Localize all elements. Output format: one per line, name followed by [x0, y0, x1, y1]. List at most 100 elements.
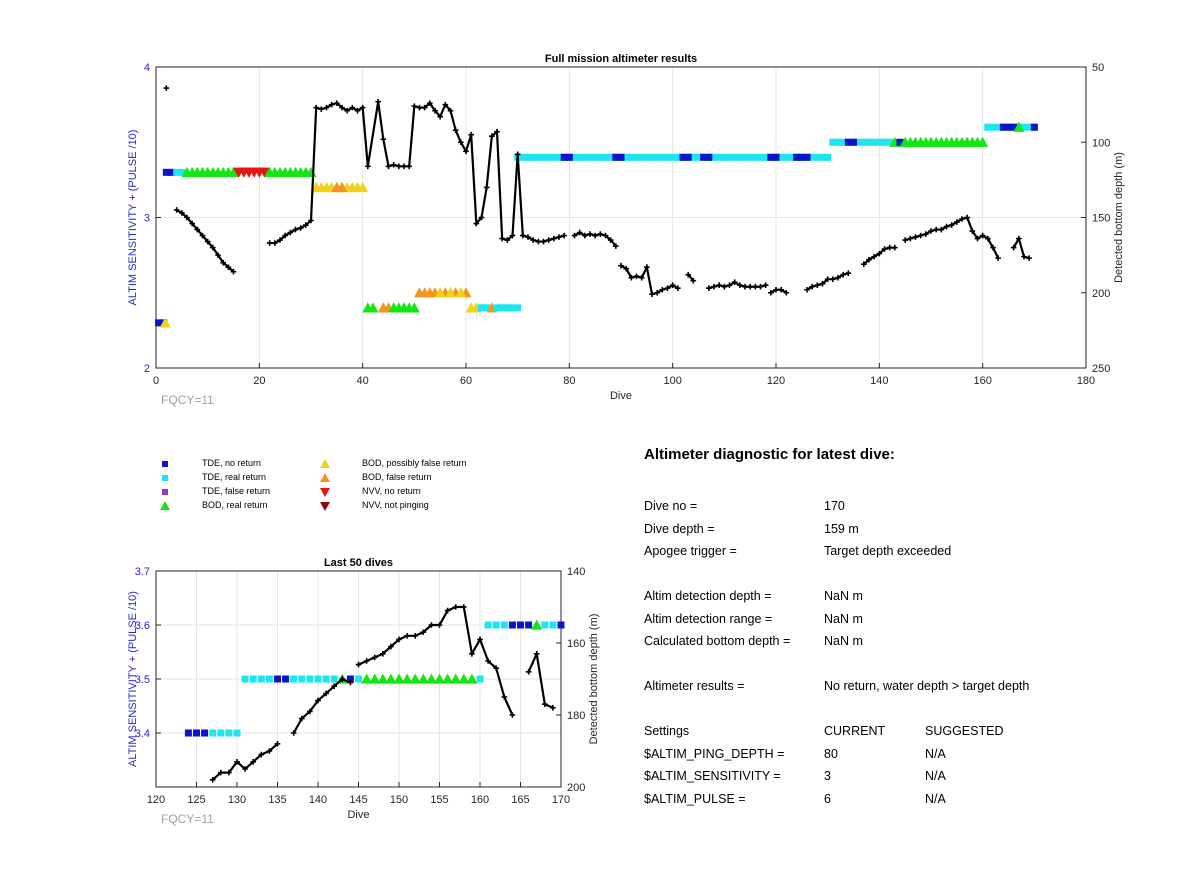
pulse-suggested: N/A [925, 791, 946, 806]
depth-point [551, 235, 557, 242]
depth-point [401, 163, 407, 170]
diagnostic-title: Altimeter diagnostic for latest dive: [644, 446, 895, 463]
marker-tde-no-return [560, 153, 568, 161]
depth-point [685, 271, 691, 278]
depth-point [711, 283, 717, 290]
marker-tde-real-return [314, 675, 322, 683]
marker-tde-no-return [274, 675, 281, 683]
depth-point [388, 643, 394, 650]
x-tick-label: 135 [268, 794, 286, 806]
marker-bod-real-return [369, 673, 381, 684]
depth-point [204, 238, 211, 245]
marker-tde-real-return [622, 153, 630, 161]
ping-depth-current: 80 [824, 746, 838, 761]
apogee-row: Apogee trigger = Target depth exceeded [644, 540, 1184, 563]
marker-tde-no-return [772, 153, 780, 161]
marker-tde-real-return [545, 153, 553, 161]
marker-tde-real-return [233, 729, 241, 737]
depth-point [602, 232, 609, 239]
marker-tde-real-return [549, 621, 557, 629]
depth-point [954, 219, 960, 225]
depth-point [644, 264, 650, 270]
suggested-header: SUGGESTED [925, 724, 1004, 738]
marker-tde-real-return [498, 304, 506, 312]
depth-point [421, 104, 428, 111]
marker-bod-real-return [425, 673, 437, 684]
depth-point [876, 250, 883, 257]
depth-point [509, 712, 516, 718]
depth-point [1021, 253, 1027, 260]
detection-range-row: Altim detection range = NaN m [644, 608, 1184, 631]
depth-line [269, 101, 565, 245]
depth-line [687, 273, 695, 282]
depth-point [542, 701, 548, 707]
depth-point [814, 282, 821, 289]
marker-bod-possibly-false [445, 287, 456, 298]
depth-line [358, 605, 514, 716]
marker-tde-real-return [555, 153, 563, 161]
depth-point [638, 274, 645, 281]
marker-tde-real-return [492, 621, 500, 629]
depth-point [363, 658, 370, 664]
depth-point [347, 679, 354, 686]
results-label: Altimeter results = [644, 679, 745, 693]
depth-point [959, 216, 965, 222]
depth-point [226, 769, 232, 776]
sensitivity-current: 3 [824, 769, 831, 783]
marker-tde-real-return [591, 153, 599, 161]
depth-point [282, 232, 288, 239]
legend-marker [162, 489, 168, 495]
marker-tde-no-return [612, 153, 620, 161]
dive-no-value: 170 [824, 499, 845, 513]
marker-tde-real-return [586, 153, 594, 161]
depth-point [396, 636, 402, 643]
depth-point [365, 163, 371, 170]
depth-point [461, 604, 467, 610]
marker-tde-real-return [493, 304, 501, 312]
y2-axis-label: Detected bottom depth (m) [1113, 152, 1125, 283]
marker-bod-real-return [531, 619, 543, 630]
marker-tde-real-return [503, 304, 511, 312]
y2-tick-label: 200 [567, 782, 585, 794]
depth-point [344, 107, 350, 114]
depth-point [163, 85, 170, 91]
depth-point [452, 127, 459, 134]
marker-tde-real-return [860, 138, 868, 146]
depth-point [210, 244, 216, 251]
x-tick-label: 125 [187, 794, 205, 806]
pulse-current: 6 [824, 791, 831, 806]
marker-tde-real-return [478, 304, 485, 312]
depth-point [773, 286, 779, 293]
detection-depth-value: NaN m [824, 589, 863, 603]
marker-tde-real-return [741, 153, 749, 161]
legend-marker [162, 475, 168, 481]
marker-tde-no-return [565, 153, 573, 161]
marker-tde-no-return [844, 138, 852, 146]
depth-point [504, 237, 511, 243]
depth-point [416, 104, 423, 111]
marker-tde-no-return [1030, 123, 1038, 131]
depth-point [349, 104, 356, 111]
depth-point [230, 268, 237, 275]
marker-tde-real-return [306, 675, 314, 683]
marker-bod-real-return [977, 136, 989, 147]
marker-tde-real-return [746, 153, 754, 161]
x-tick-label: 180 [1077, 375, 1095, 387]
marker-tde-real-return [633, 153, 640, 161]
depth-point [768, 289, 774, 296]
x-tick-label: 60 [460, 375, 472, 387]
marker-tde-real-return [217, 729, 225, 737]
dive-depth-value: 159 m [824, 521, 859, 536]
legend-symbol [162, 475, 168, 481]
x-tick-label: 0 [153, 375, 159, 387]
marker-tde-real-return [524, 153, 532, 161]
depth-point [215, 252, 221, 258]
depth-point [380, 651, 386, 657]
marker-tde-real-return [249, 675, 257, 683]
depth-point [334, 100, 340, 106]
y2-tick-label: 200 [1092, 288, 1110, 300]
depth-point [318, 106, 325, 112]
marker-tde-no-return [617, 153, 625, 161]
depth-point [587, 231, 593, 237]
depth-point [250, 759, 256, 765]
